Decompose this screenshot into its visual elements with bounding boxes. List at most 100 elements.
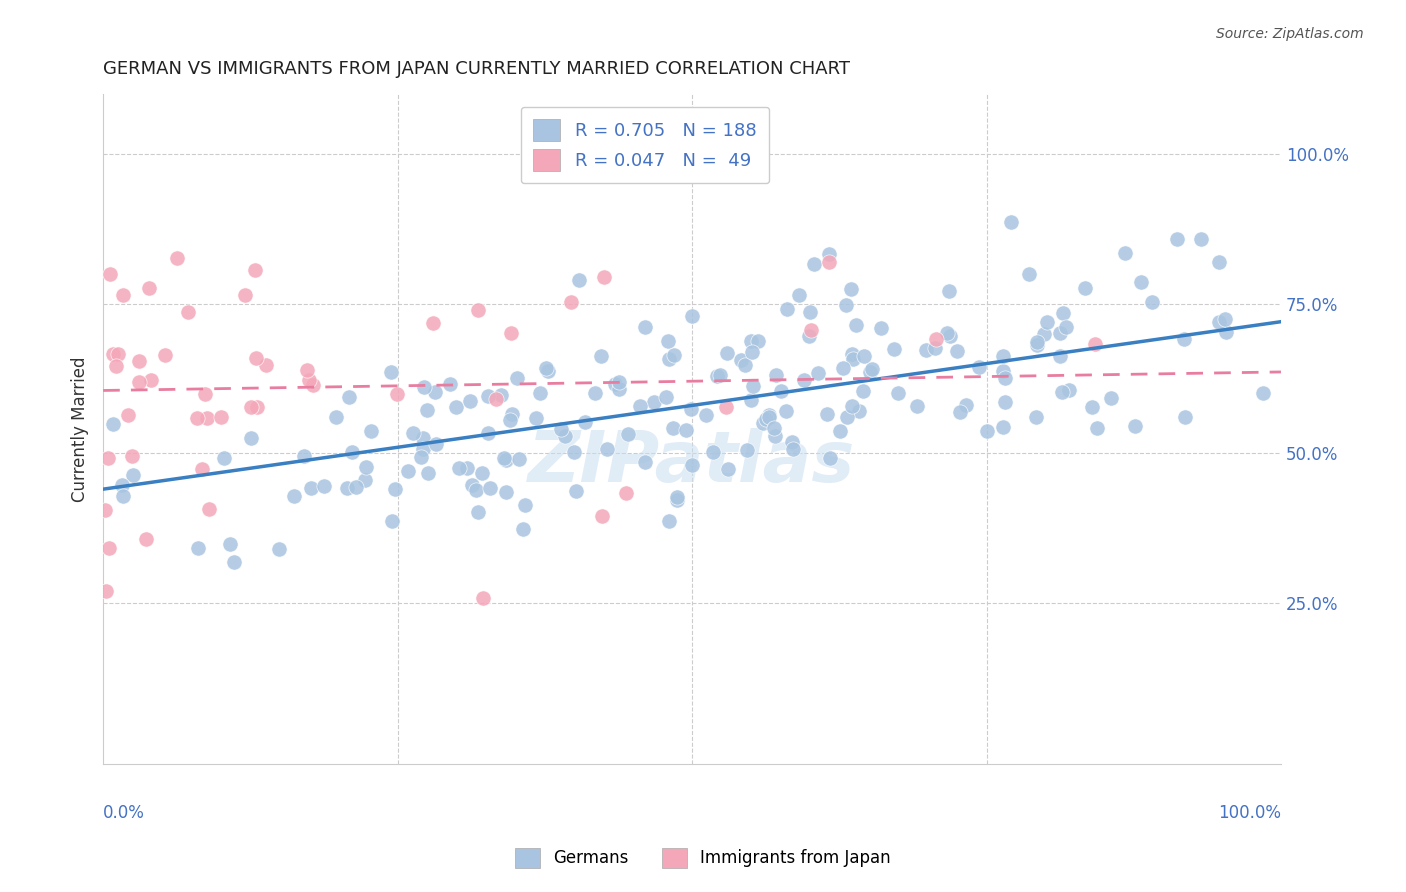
Point	[662, 421, 685, 435]
Point	[839, 281, 862, 295]
Point	[782, 442, 804, 457]
Point	[614, 485, 637, 500]
Point	[1215, 325, 1237, 339]
Point	[467, 505, 489, 519]
Point	[702, 445, 724, 459]
Point	[135, 532, 157, 546]
Point	[797, 329, 820, 343]
Point	[1085, 421, 1108, 435]
Point	[574, 416, 596, 430]
Point	[128, 354, 150, 368]
Point	[425, 384, 447, 399]
Text: ZIPatlas: ZIPatlas	[529, 428, 856, 498]
Legend: R = 0.705   N = 188, R = 0.047   N =  49: R = 0.705 N = 188, R = 0.047 N = 49	[520, 107, 769, 184]
Point	[219, 536, 242, 550]
Point	[501, 407, 523, 421]
Point	[762, 421, 785, 435]
Point	[737, 443, 759, 458]
Point	[770, 384, 793, 399]
Point	[603, 376, 626, 391]
Text: 100.0%: 100.0%	[1218, 805, 1281, 822]
Point	[243, 263, 266, 277]
Point	[1025, 338, 1047, 352]
Point	[467, 303, 489, 318]
Point	[412, 380, 434, 394]
Point	[967, 359, 990, 374]
Point	[380, 365, 402, 379]
Point	[412, 430, 434, 444]
Point	[848, 404, 870, 418]
Point	[477, 426, 499, 441]
Point	[301, 481, 323, 495]
Point	[294, 449, 316, 463]
Point	[681, 309, 703, 323]
Point	[1208, 314, 1230, 328]
Point	[991, 349, 1014, 363]
Point	[924, 341, 946, 355]
Point	[775, 404, 797, 418]
Point	[1081, 400, 1104, 414]
Point	[494, 450, 516, 465]
Point	[828, 424, 851, 438]
Point	[325, 410, 347, 425]
Point	[695, 408, 717, 422]
Point	[681, 458, 703, 473]
Point	[949, 405, 972, 419]
Point	[657, 352, 679, 367]
Point	[1052, 306, 1074, 320]
Point	[887, 385, 910, 400]
Point	[360, 424, 382, 438]
Point	[740, 334, 762, 348]
Point	[815, 407, 838, 421]
Point	[991, 364, 1014, 378]
Point	[195, 411, 218, 425]
Point	[385, 387, 408, 401]
Point	[915, 343, 938, 358]
Point	[616, 427, 638, 442]
Point	[344, 480, 367, 494]
Point	[835, 410, 858, 425]
Point	[98, 541, 121, 556]
Point	[1056, 320, 1078, 334]
Point	[515, 498, 537, 512]
Point	[187, 541, 209, 555]
Point	[565, 483, 588, 498]
Point	[409, 450, 432, 465]
Point	[675, 423, 697, 437]
Point	[121, 449, 143, 463]
Point	[841, 347, 863, 361]
Point	[803, 257, 825, 271]
Point	[506, 371, 529, 385]
Point	[765, 368, 787, 382]
Point	[254, 359, 277, 373]
Point	[1057, 383, 1080, 397]
Point	[592, 269, 614, 284]
Point	[709, 368, 731, 382]
Point	[499, 413, 522, 427]
Point	[817, 255, 839, 269]
Point	[1026, 334, 1049, 349]
Point	[628, 399, 651, 413]
Point	[472, 591, 495, 606]
Point	[832, 361, 855, 376]
Point	[835, 298, 858, 312]
Point	[240, 401, 263, 415]
Point	[1032, 326, 1054, 341]
Point	[741, 345, 763, 359]
Point	[976, 424, 998, 438]
Point	[860, 362, 883, 376]
Point	[1018, 267, 1040, 281]
Point	[336, 481, 359, 495]
Point	[153, 348, 176, 362]
Point	[841, 399, 863, 413]
Point	[212, 451, 235, 466]
Point	[643, 394, 665, 409]
Point	[190, 462, 212, 476]
Point	[1052, 384, 1074, 399]
Point	[706, 369, 728, 384]
Point	[991, 420, 1014, 434]
Point	[758, 408, 780, 422]
Point	[138, 281, 160, 295]
Point	[939, 329, 962, 343]
Point	[634, 455, 657, 469]
